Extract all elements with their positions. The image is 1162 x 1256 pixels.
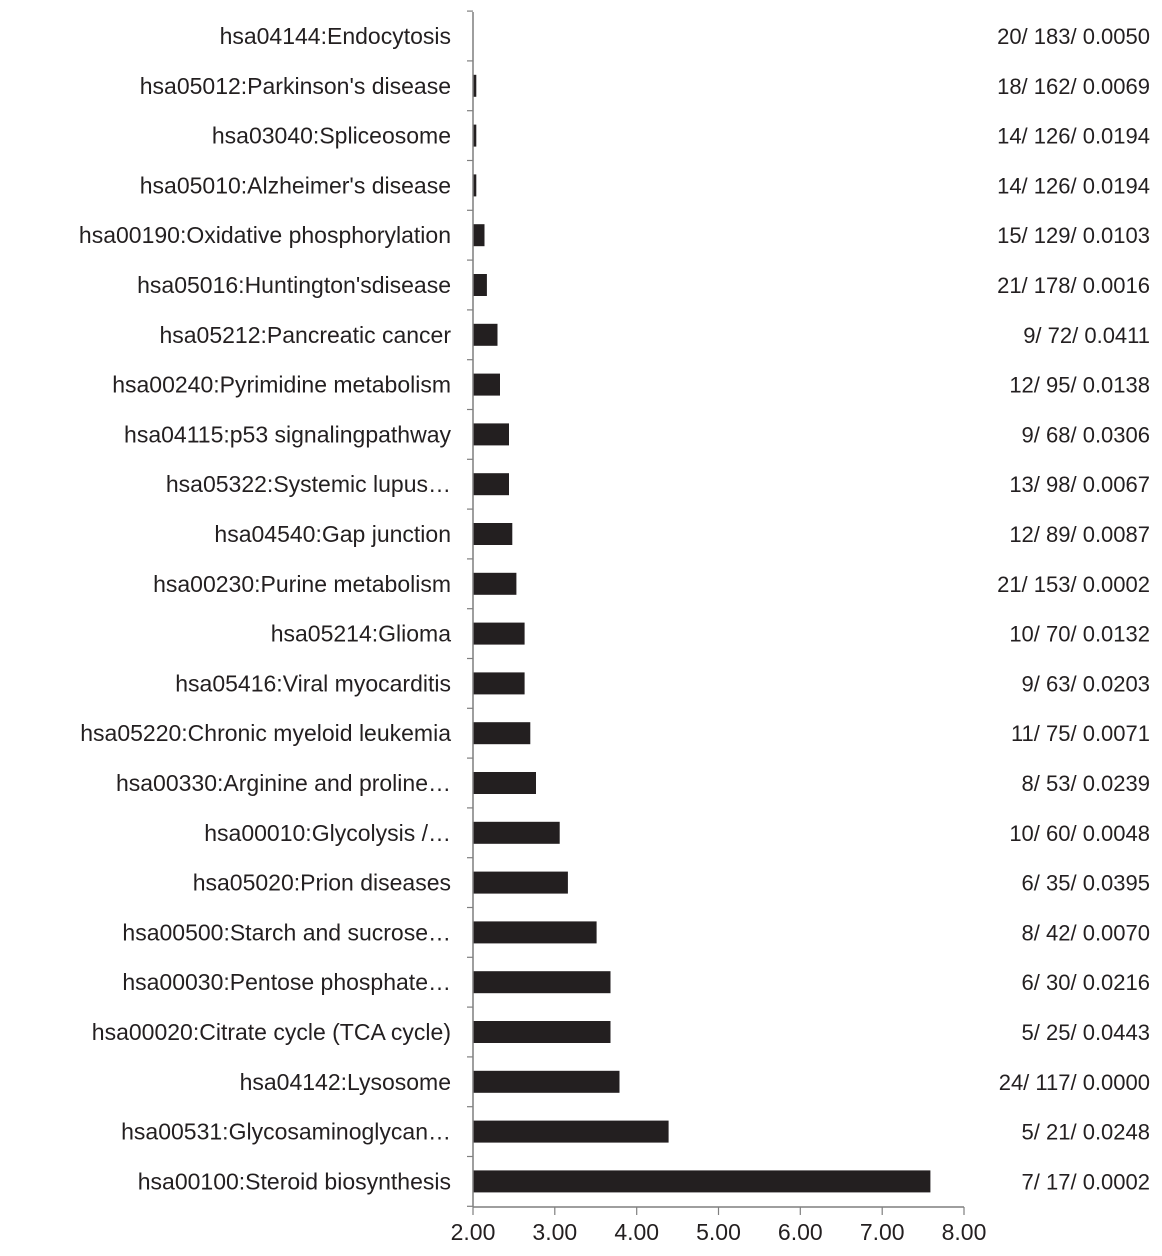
bar (473, 772, 536, 794)
category-label: hsa05212:Pancreatic cancer (159, 322, 451, 348)
bar (473, 672, 525, 695)
bar (473, 74, 477, 97)
bar-annotation: 21/ 178/ 0.0016 (997, 273, 1150, 298)
x-tick-label: 7.00 (860, 1219, 905, 1245)
category-label: hsa05214:Glioma (271, 621, 451, 647)
category-label: hsa05416:Viral myocarditis (175, 670, 451, 696)
category-label: hsa00010:Glycolysis /… (204, 820, 451, 846)
bar-annotation: 8/ 53/ 0.0239 (1022, 771, 1150, 796)
bar-annotation: 12/ 89/ 0.0087 (1009, 522, 1150, 547)
x-tick-label: 6.00 (778, 1219, 823, 1245)
bar (473, 921, 597, 944)
bar-annotation: 6/ 35/ 0.0395 (1022, 871, 1150, 896)
x-axis: 2.00 3.00 4.00 5.00 6.00 7.00 8.00 (451, 10, 987, 1245)
bar (473, 821, 560, 844)
bar (473, 323, 498, 346)
bar-annotation: 18/ 162/ 0.0069 (997, 74, 1150, 99)
bar-annotation: 8/ 42/ 0.0070 (1022, 920, 1150, 945)
category-label: hsa05322:Systemic lupus… (166, 471, 451, 497)
bar (473, 274, 487, 296)
bar (473, 871, 568, 894)
category-label: hsa00020:Citrate cycle (TCA cycle) (92, 1019, 451, 1045)
category-label: hsa00240:Pyrimidine metabolism (112, 372, 451, 398)
bar-annotation: 15/ 129/ 0.0103 (997, 223, 1150, 248)
bar-annotation: 14/ 126/ 0.0194 (997, 124, 1150, 149)
category-label: hsa04115:p53 signalingpathway (124, 421, 451, 447)
bar (473, 224, 485, 247)
category-label: hsa05016:Huntington'sdisease (137, 272, 451, 298)
category-label: hsa00330:Arginine and proline… (116, 770, 451, 796)
bar-annotation: 14/ 126/ 0.0194 (997, 173, 1150, 198)
bar (473, 124, 477, 147)
category-label: hsa00531:Glycosaminoglycan… (121, 1119, 451, 1145)
category-labels-group: hsa04144:Endocytosis hsa05012:Parkinson's… (79, 23, 452, 1194)
bar-annotation: 13/ 98/ 0.0067 (1009, 472, 1150, 497)
category-label: hsa05220:Chronic myeloid leukemia (80, 720, 451, 746)
bar (473, 174, 477, 197)
bar (473, 622, 525, 645)
bar (473, 1120, 669, 1143)
x-tick-label: 2.00 (451, 1219, 496, 1245)
bar-annotation: 9/ 72/ 0.0411 (1023, 323, 1150, 348)
category-label: hsa00190:Oxidative phosphorylation (79, 222, 451, 248)
category-label: hsa00500:Starch and sucrose… (122, 919, 451, 945)
bar-annotation: 9/ 63/ 0.0203 (1022, 671, 1150, 696)
bar (473, 423, 509, 446)
bar-annotation: 7/ 17/ 0.0002 (1022, 1169, 1150, 1194)
x-tick-label: 4.00 (614, 1219, 659, 1245)
category-label: hsa05010:Alzheimer's disease (140, 172, 451, 198)
category-label: hsa05012:Parkinson's disease (140, 73, 451, 99)
bar (473, 572, 517, 595)
bar-annotation: 12/ 95/ 0.0138 (1009, 373, 1150, 398)
bar-annotation: 24/ 117/ 0.0000 (999, 1070, 1150, 1095)
category-label: hsa04142:Lysosome (240, 1069, 451, 1095)
bar-annotation: 9/ 68/ 0.0306 (1022, 422, 1150, 447)
category-label: hsa05020:Prion diseases (193, 870, 451, 896)
bar (473, 1070, 620, 1093)
bar-annotation: 11/ 75/ 0.0071 (1011, 721, 1150, 746)
bar (473, 971, 611, 994)
bar-annotation: 10/ 60/ 0.0048 (1009, 821, 1150, 846)
category-label: hsa00100:Steroid biosynthesis (138, 1168, 451, 1194)
category-label: hsa04144:Endocytosis (220, 23, 451, 49)
x-tick-label: 5.00 (696, 1219, 741, 1245)
category-label: hsa00030:Pentose phosphate… (122, 969, 451, 995)
bar (473, 373, 500, 396)
x-tick-label: 3.00 (532, 1219, 577, 1245)
bars-group (473, 74, 931, 1193)
annotation-labels-group: 20/ 183/ 0.0050 18/ 162/ 0.0069 14/ 126/ 0… (997, 24, 1150, 1194)
bar (473, 473, 509, 496)
bar-annotation: 6/ 30/ 0.0216 (1022, 970, 1150, 995)
category-label: hsa04540:Gap junction (214, 521, 451, 547)
bar-annotation: 10/ 70/ 0.0132 (1009, 622, 1150, 647)
bar-annotation: 20/ 183/ 0.0050 (997, 24, 1150, 49)
x-tick-label: 8.00 (942, 1219, 987, 1245)
bar (473, 523, 513, 545)
bar-annotation: 21/ 153/ 0.0002 (997, 572, 1150, 597)
bar-annotation: 5/ 21/ 0.0248 (1022, 1120, 1150, 1145)
category-label: hsa03040:Spliceosome (212, 123, 451, 149)
bar-annotation: 5/ 25/ 0.0443 (1022, 1020, 1150, 1045)
bar (473, 1170, 931, 1193)
bar (473, 722, 531, 745)
bar (473, 1021, 611, 1043)
category-label: hsa00230:Purine metabolism (153, 571, 451, 597)
